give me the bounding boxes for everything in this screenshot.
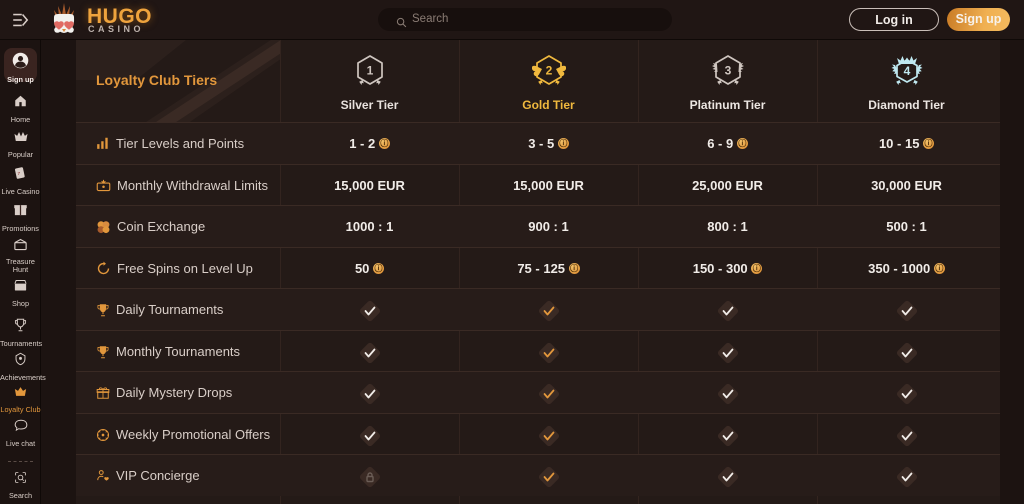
svg-text:4: 4 (903, 64, 910, 78)
svg-text:7: 7 (17, 171, 20, 176)
svg-text:1: 1 (366, 64, 373, 78)
svg-text:3: 3 (724, 64, 731, 78)
svg-text:2: 2 (545, 64, 552, 78)
